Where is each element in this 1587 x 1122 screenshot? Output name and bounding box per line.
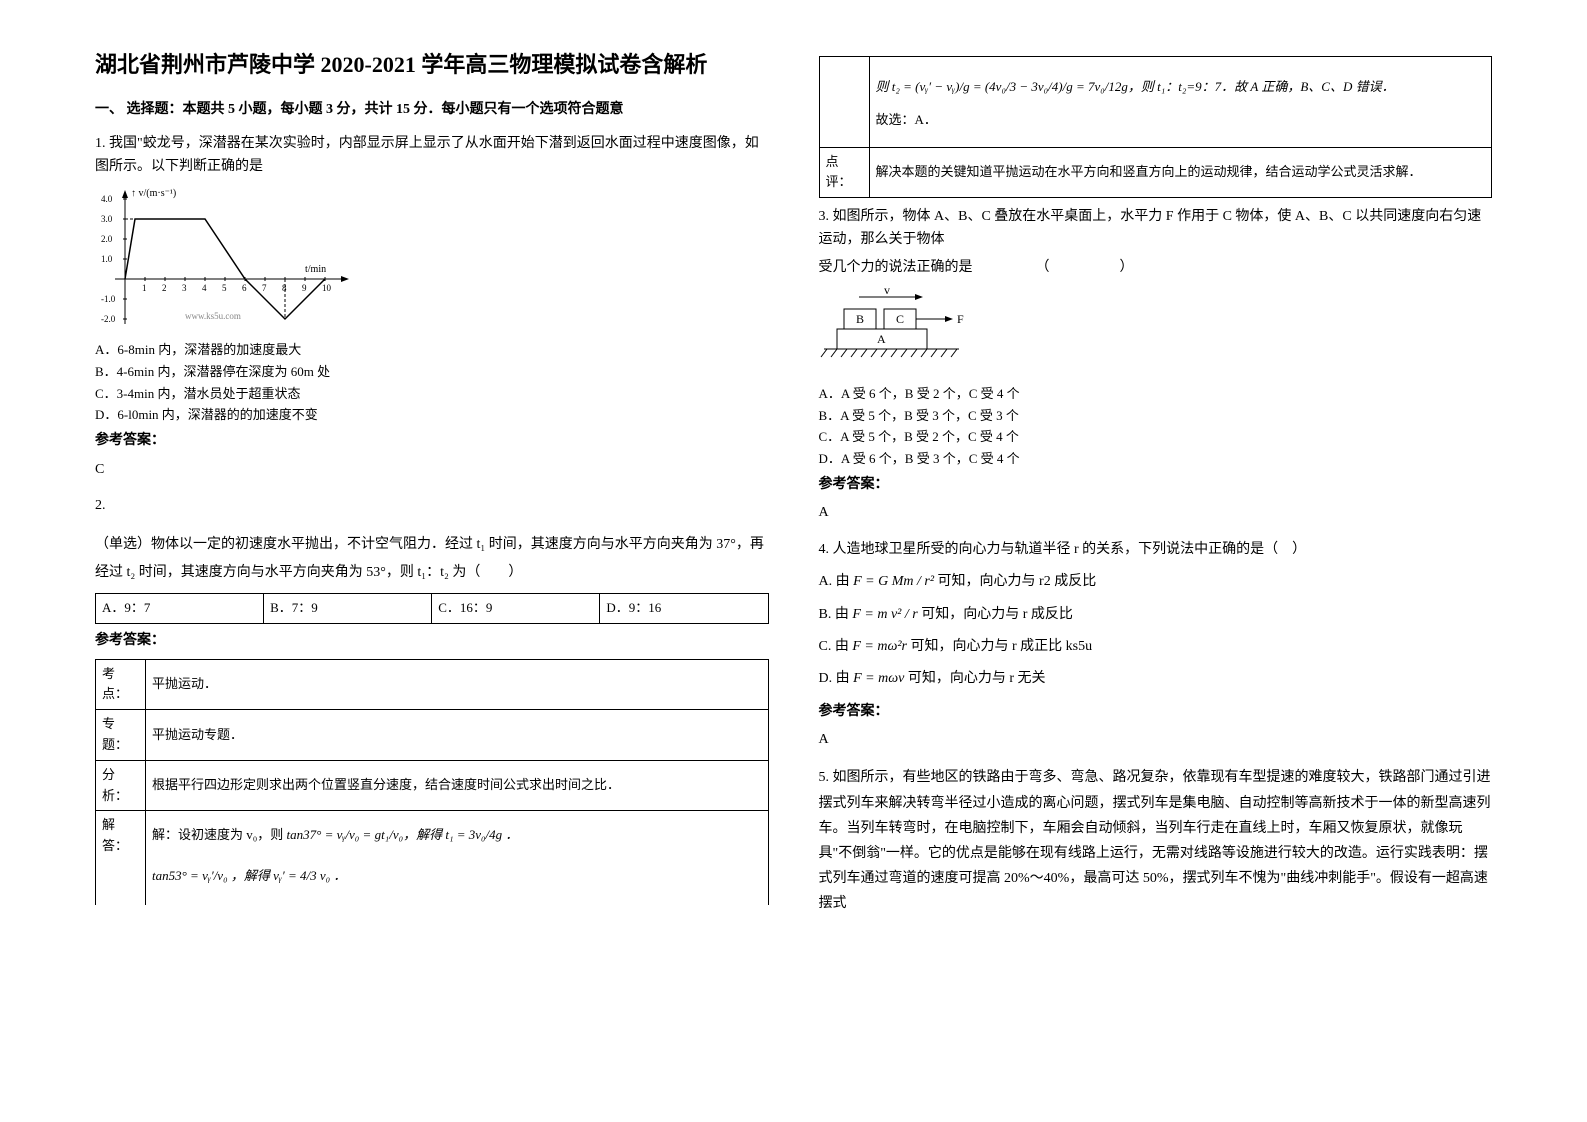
q2-r4-pre: 解：设初速度为 v₀，则 <box>152 827 283 842</box>
q1-answer-label: 参考答案： <box>95 430 769 452</box>
q4-answer-label: 参考答案： <box>819 701 1493 723</box>
svg-text:5: 5 <box>222 283 227 293</box>
q3-F-label: F <box>957 312 964 326</box>
q4-a-post: 可知，向心力与 r2 成反比 <box>938 574 1097 589</box>
q2-r2-label: 专题： <box>96 710 146 761</box>
q4-a-pre: A. 由 <box>819 574 850 589</box>
question-4: 4. 人造地球卫星所受的向心力与轨道半径 r 的关系，下列说法中正确的是（ ） … <box>819 539 1493 752</box>
svg-text:4: 4 <box>202 283 207 293</box>
q2-r4-val: 解：设初速度为 v₀，则 tan37° = vᵧ/v₀ = gt₁/v₀，解得 … <box>146 811 769 905</box>
q2-optD: 9：16 <box>629 600 662 615</box>
q2-optA: 9：7 <box>124 600 150 615</box>
q2-optB: 7：9 <box>292 600 318 615</box>
svg-text:3: 3 <box>182 283 187 293</box>
q3-C-label: C <box>896 312 904 326</box>
q2-continuation-table: 则 t₂ = (vᵧ′ − vᵧ)/g = (4v₀/3 − 3v₀/4)/g … <box>819 56 1493 198</box>
q3-optA: A．A 受 6 个，B 受 2 个，C 受 4 个 <box>819 384 1493 405</box>
q4-b-pre: B. 由 <box>819 607 849 622</box>
q1-optB: B．4-6min 内，深潜器停在深度为 60m 处 <box>95 362 769 383</box>
q5-text: 5. 如图所示，有些地区的铁路由于弯多、弯急、路况复杂，依靠现有车型提速的难度较… <box>819 765 1493 916</box>
svg-text:7: 7 <box>262 283 267 293</box>
rb-review-label: 点评： <box>819 147 869 198</box>
q2-r4-label: 解答： <box>96 811 146 905</box>
question-1: 1. 我国"蛟龙号，深潜器在某次实验时，内部显示屏上显示了从水面开始下潜到返回水… <box>95 133 769 481</box>
q2-solution-table: 考点： 平抛运动． 专题： 平抛运动专题． 分析： 根据平行四边形定则求出两个位… <box>95 659 769 905</box>
q1-ylabel: ↑ v/(m·s⁻¹) <box>131 188 176 199</box>
q1-optA: A．6-8min 内，深潜器的加速度最大 <box>95 340 769 361</box>
q3-answer-label: 参考答案： <box>819 474 1493 496</box>
svg-text:-2.0: -2.0 <box>101 314 116 324</box>
q1-optC: C．3-4min 内，潜水员处于超重状态 <box>95 384 769 405</box>
q3-text: 3. 如图所示，物体 A、B、C 叠放在水平桌面上，水平力 F 作用于 C 物体… <box>819 206 1493 251</box>
q3-optC: C．A 受 5 个，B 受 2 个，C 受 4 个 <box>819 427 1493 448</box>
q2-num: 2. <box>95 495 769 517</box>
q1-text: 1. 我国"蛟龙号，深潜器在某次实验时，内部显示屏上显示了从水面开始下潜到返回水… <box>95 133 769 178</box>
q4-c-post: 可知，向心力与 r 成正比 ks5u <box>910 639 1092 654</box>
rb-line2: 故选：A． <box>876 110 1486 131</box>
q2-r1-label: 考点： <box>96 659 146 710</box>
q4-b-formula: F = m v² / r <box>852 607 917 622</box>
q2-r4-img: tan37° = vᵧ/v₀ = gt₁/v₀，解得 t₁ = 3v₀/4g ． <box>287 827 519 842</box>
q3-v-label: v <box>884 285 890 297</box>
svg-text:4.0: 4.0 <box>101 194 113 204</box>
question-3: 3. 如图所示，物体 A、B、C 叠放在水平桌面上，水平力 F 作用于 C 物体… <box>819 206 1493 525</box>
q2-text: （单选）物体以一定的初速度水平抛出，不计空气阻力．经过 t₁ 时间，其速度方向与… <box>95 531 769 587</box>
q2-r3-label: 分析： <box>96 760 146 811</box>
question-5: 5. 如图所示，有些地区的铁路由于弯多、弯急、路况复杂，依靠现有车型提速的难度较… <box>819 765 1493 916</box>
q4-text: 4. 人造地球卫星所受的向心力与轨道半径 r 的关系，下列说法中正确的是（ ） <box>819 539 1493 561</box>
q3-A-label: A <box>877 332 886 346</box>
page-title: 湖北省荆州市芦陵中学 2020-2021 学年高三物理模拟试卷含解析 <box>95 50 769 81</box>
q1-watermark: www.ks5u.com <box>185 311 241 321</box>
svg-text:10: 10 <box>322 283 332 293</box>
q3-optD: D．A 受 6 个，B 受 3 个，C 受 4 个 <box>819 449 1493 470</box>
svg-text:6: 6 <box>242 283 247 293</box>
rb-review-text: 解决本题的关键知道平抛运动在水平方向和竖直方向上的运动规律，结合运动学公式灵活求… <box>869 147 1492 198</box>
q4-a-formula: F = G Mm / r² <box>853 574 934 589</box>
rb-line1: 则 t₂ = (vᵧ′ − vᵧ)/g = (4v₀/3 − 3v₀/4)/g … <box>876 77 1486 98</box>
svg-text:2: 2 <box>162 283 167 293</box>
q3-answer: A <box>819 502 1493 524</box>
q1-optD: D．6-l0min 内，深潜器的的加速度不变 <box>95 405 769 426</box>
q2-r2-val: 平抛运动专题． <box>146 710 769 761</box>
svg-text:1.0: 1.0 <box>101 254 113 264</box>
q2-r4-l2: tan53° = vᵧ′/v₀ ，解得 vᵧ′ = 4/3 v₀ ． <box>152 866 762 887</box>
q3-text2: 受几个力的说法正确的是 （ ） <box>819 257 1493 279</box>
q4-answer: A <box>819 729 1493 751</box>
q1-velocity-chart: 4.03.02.01.0-1.0-2.0 12345678910 ↑ v/(m·… <box>95 184 355 334</box>
svg-text:3.0: 3.0 <box>101 214 113 224</box>
q2-optC: 16：9 <box>460 600 493 615</box>
q3-B-label: B <box>856 312 864 326</box>
q4-c-pre: C. 由 <box>819 639 849 654</box>
svg-text:-1.0: -1.0 <box>101 294 116 304</box>
q4-d-post: 可知，向心力与 r 无关 <box>908 671 1046 686</box>
q1-xlabel: t/min <box>305 264 326 275</box>
q3-optB: B．A 受 5 个，B 受 3 个，C 受 3 个 <box>819 406 1493 427</box>
question-2: 2. （单选）物体以一定的初速度水平抛出，不计空气阻力．经过 t₁ 时间，其速度… <box>95 495 769 905</box>
q2-r1-val: 平抛运动． <box>146 659 769 710</box>
q1-answer: C <box>95 459 769 481</box>
q4-d-pre: D. 由 <box>819 671 850 686</box>
svg-text:2.0: 2.0 <box>101 234 113 244</box>
svg-text:9: 9 <box>302 283 307 293</box>
q2-answer-label: 参考答案： <box>95 630 769 652</box>
section-header: 一、 选择题：本题共 5 小题，每小题 3 分，共计 15 分．每小题只有一个选… <box>95 99 769 121</box>
q2-options-table: A．9：7 B．7：9 C．16：9 D．9：16 <box>95 593 769 624</box>
q4-d-formula: F = mωv <box>853 671 904 686</box>
svg-text:1: 1 <box>142 283 147 293</box>
q3-diagram: v B C F A <box>819 285 1493 373</box>
q4-b-post: 可知，向心力与 r 成反比 <box>921 607 1073 622</box>
q2-r3-val: 根据平行四边形定则求出两个位置竖直分速度，结合速度时间公式求出时间之比． <box>146 760 769 811</box>
